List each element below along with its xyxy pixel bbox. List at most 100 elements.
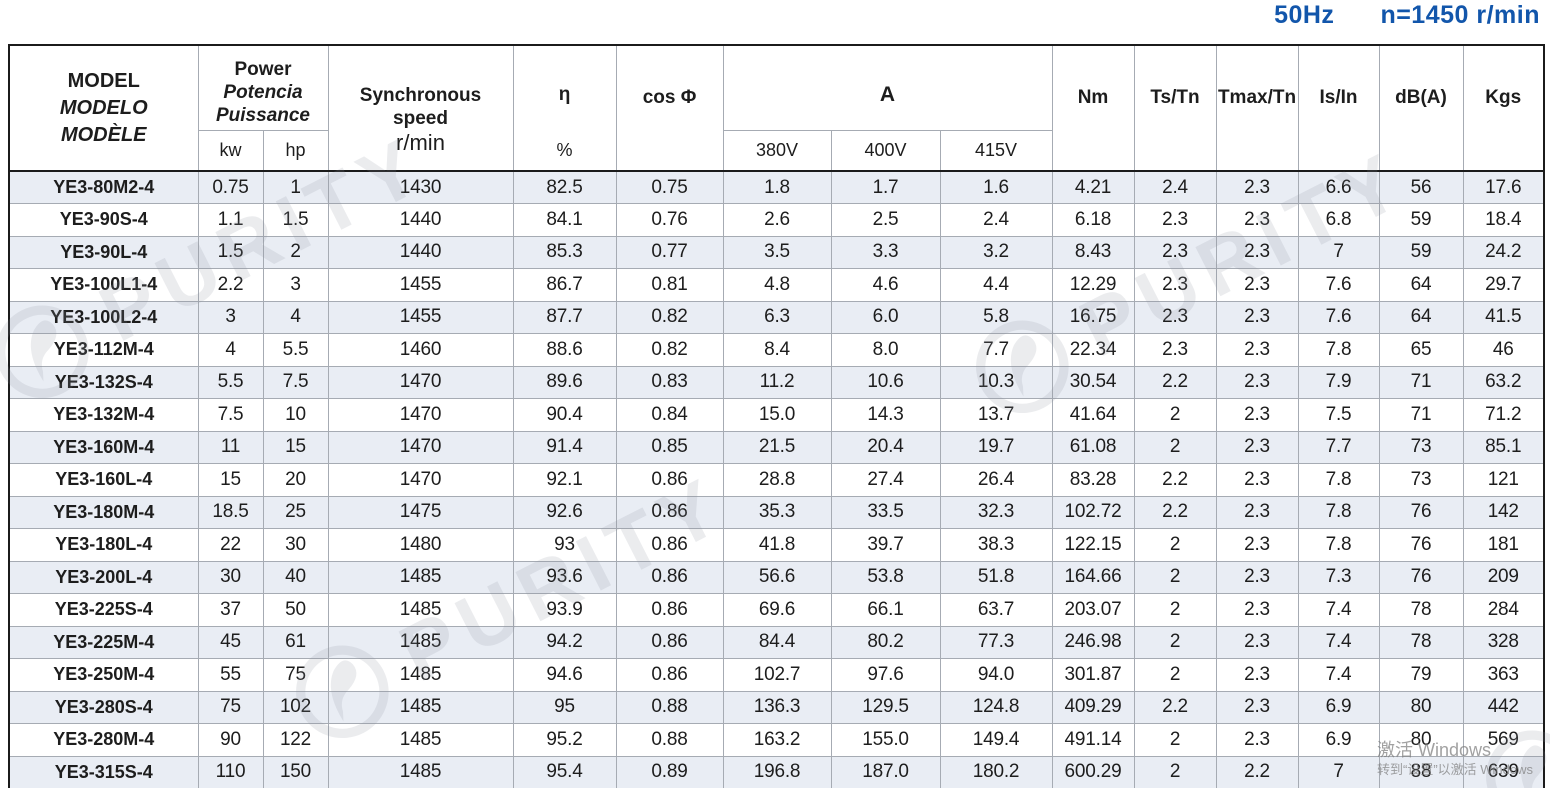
value-cell: 73 <box>1378 463 1464 497</box>
value-cell: 6.0 <box>830 300 941 334</box>
value-cell: 4.21 <box>1051 170 1135 204</box>
value-cell: 1470 <box>327 463 514 497</box>
value-cell: 102.7 <box>722 658 832 692</box>
value-cell: 45 <box>197 625 264 659</box>
value-cell: 0.83 <box>615 365 724 399</box>
model-cell: YE3-200L-4 <box>8 560 199 594</box>
col-header-cos-phi: cos Φ <box>615 44 724 172</box>
value-cell: 2 <box>1133 625 1217 659</box>
value-cell: 71 <box>1378 365 1464 399</box>
col-header-ts-tn: Ts/Tn <box>1133 44 1217 172</box>
value-cell: 2.3 <box>1133 268 1217 302</box>
value-cell: 82.5 <box>512 170 617 204</box>
value-cell: 1.5 <box>262 203 329 237</box>
value-cell: 2.3 <box>1215 658 1299 692</box>
value-cell: 1.6 <box>939 170 1053 204</box>
value-cell: 569 <box>1462 723 1545 757</box>
value-cell: 88 <box>1378 755 1464 788</box>
value-cell: 10.6 <box>830 365 941 399</box>
value-cell: 129.5 <box>830 690 941 724</box>
value-cell: 1470 <box>327 398 514 432</box>
value-cell: 63.7 <box>939 593 1053 627</box>
value-cell: 2.3 <box>1133 300 1217 334</box>
value-cell: 2.3 <box>1215 560 1299 594</box>
value-cell: 7.5 <box>1297 398 1380 432</box>
value-cell: 80.2 <box>830 625 941 659</box>
header-row-units: kw hp 380V 400V 415V <box>9 129 1544 172</box>
model-label-en: MODEL <box>67 69 140 92</box>
value-cell: 6.6 <box>1297 170 1380 204</box>
value-cell: 41.64 <box>1051 398 1135 432</box>
value-cell: 0.86 <box>615 560 724 594</box>
value-cell: 2 <box>1133 430 1217 464</box>
value-cell: 0.85 <box>615 430 724 464</box>
value-cell: 14.3 <box>830 398 941 432</box>
value-cell: 91.4 <box>512 430 617 464</box>
table-row: YE3-225M-4 45 61 1485 94.2 0.86 84.4 80.2 77.3 24… <box>8 625 1545 659</box>
value-cell: 5.5 <box>262 333 329 367</box>
value-cell: 83.28 <box>1051 463 1135 497</box>
value-cell: 76 <box>1378 560 1464 594</box>
model-cell: YE3-250M-4 <box>8 658 199 692</box>
value-cell: 15 <box>197 463 264 497</box>
table-row: YE3-100L2-4 3 4 1455 87.7 0.82 6.3 6.0 5.8 16.75 2… <box>8 300 1545 334</box>
value-cell: 4.6 <box>830 268 941 302</box>
value-cell: 600.29 <box>1051 755 1135 788</box>
eta-unit: % <box>556 139 573 160</box>
value-cell: 75 <box>262 658 329 692</box>
value-cell: 78 <box>1378 625 1464 659</box>
value-cell: 124.8 <box>939 690 1053 724</box>
value-cell: 29.7 <box>1462 268 1545 302</box>
value-cell: 2.3 <box>1215 333 1299 367</box>
col-header-kw: kw <box>197 129 264 172</box>
table-row: YE3-225S-4 37 50 1485 93.9 0.86 69.6 66.1 63.7 20… <box>8 593 1545 627</box>
value-cell: 246.98 <box>1051 625 1135 659</box>
value-cell: 65 <box>1378 333 1464 367</box>
value-cell: 2.3 <box>1215 235 1299 269</box>
value-cell: 6.3 <box>722 300 832 334</box>
value-cell: 2.3 <box>1215 300 1299 334</box>
value-cell: 3.2 <box>939 235 1053 269</box>
value-cell: 1475 <box>327 495 514 529</box>
value-cell: 2.4 <box>1133 170 1217 204</box>
value-cell: 77.3 <box>939 625 1053 659</box>
value-cell: 7 <box>1297 755 1380 788</box>
value-cell: 301.87 <box>1051 658 1135 692</box>
value-cell: 0.75 <box>615 170 724 204</box>
value-cell: 2.2 <box>1215 755 1299 788</box>
model-cell: YE3-112M-4 <box>8 333 199 367</box>
value-cell: 181 <box>1462 528 1545 562</box>
value-cell: 7.7 <box>939 333 1053 367</box>
value-cell: 2.3 <box>1215 268 1299 302</box>
value-cell: 328 <box>1462 625 1545 659</box>
value-cell: 24.2 <box>1462 235 1545 269</box>
value-cell: 196.8 <box>722 755 832 788</box>
spec-table-body: YE3-80M2-4 0.75 1 1430 82.5 0.75 1.8 1.7 1.6 4.21… <box>8 170 1545 788</box>
col-header-db: dB(A) <box>1378 44 1464 172</box>
value-cell: 79 <box>1378 658 1464 692</box>
value-cell: 1440 <box>327 203 514 237</box>
value-cell: 95.2 <box>512 723 617 757</box>
power-label-fr: Puissance <box>216 105 310 127</box>
value-cell: 28.8 <box>722 463 832 497</box>
value-cell: 163.2 <box>722 723 832 757</box>
power-label-en: Power <box>234 59 292 81</box>
value-cell: 2.3 <box>1215 723 1299 757</box>
value-cell: 0.89 <box>615 755 724 788</box>
value-cell: 73 <box>1378 430 1464 464</box>
value-cell: 84.4 <box>722 625 832 659</box>
value-cell: 8.4 <box>722 333 832 367</box>
value-cell: 18.5 <box>197 495 264 529</box>
value-cell: 2.3 <box>1215 495 1299 529</box>
value-cell: 22 <box>197 528 264 562</box>
value-cell: 33.5 <box>830 495 941 529</box>
value-cell: 41.8 <box>722 528 832 562</box>
table-row: YE3-280M-4 90 122 1485 95.2 0.88 163.2 155.0 149… <box>8 723 1545 757</box>
value-cell: 2.3 <box>1215 690 1299 724</box>
value-cell: 136.3 <box>722 690 832 724</box>
value-cell: 0.88 <box>615 723 724 757</box>
table-row: YE3-80M2-4 0.75 1 1430 82.5 0.75 1.8 1.7 1.6 4.21… <box>8 170 1545 204</box>
value-cell: 80 <box>1378 723 1464 757</box>
value-cell: 94.2 <box>512 625 617 659</box>
